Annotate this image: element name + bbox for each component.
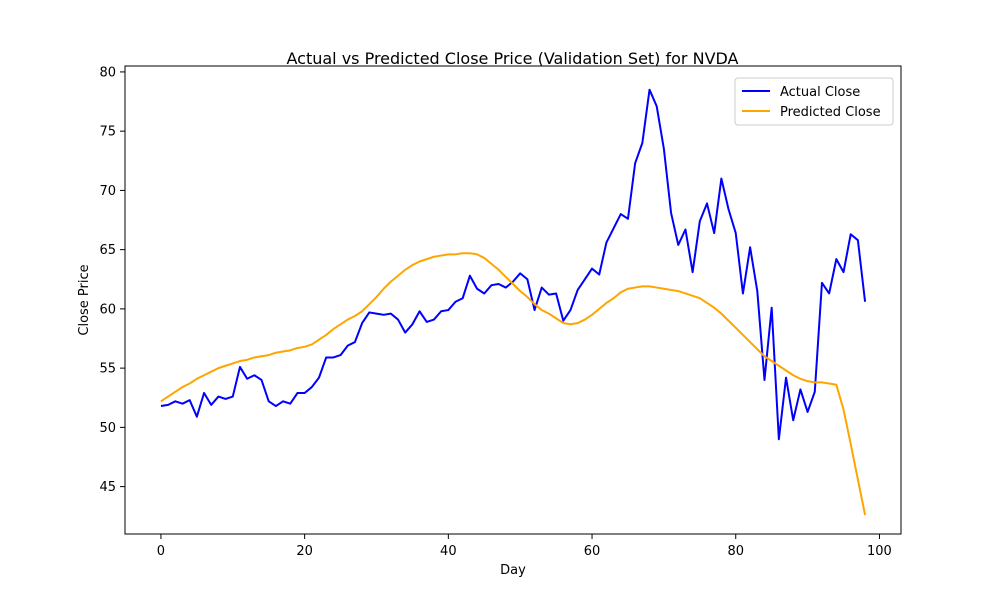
chart-title: Actual vs Predicted Close Price (Validat… <box>286 49 738 68</box>
x-axis-label: Day <box>500 563 526 578</box>
y-tick-label: 80 <box>99 65 116 80</box>
y-tick-label: 70 <box>99 184 116 199</box>
y-tick-label: 75 <box>99 125 116 140</box>
series-layer <box>160 88 867 516</box>
y-tick-label: 50 <box>99 421 116 436</box>
x-tick-label: 0 <box>157 544 165 559</box>
x-tick-label: 20 <box>296 544 313 559</box>
x-tick-label: 40 <box>440 544 457 559</box>
series-line-actual-close <box>160 88 867 441</box>
legend-label-predicted-close: Predicted Close <box>780 105 881 120</box>
y-tick-label: 55 <box>99 362 116 377</box>
y-tick-label: 45 <box>99 480 116 495</box>
series-line-predicted-close <box>160 252 867 516</box>
x-tick-label: 100 <box>867 544 892 559</box>
plot-area-frame <box>124 65 902 535</box>
y-axis: 45 50 55 60 65 70 75 80 <box>99 65 125 495</box>
legend-label-actual-close: Actual Close <box>780 85 860 100</box>
x-axis: 0 20 40 60 80 100 <box>157 534 892 559</box>
legend-box <box>734 77 894 126</box>
y-tick-label: 65 <box>99 243 116 258</box>
y-axis-label: Close Price <box>77 264 92 335</box>
legend: Actual Close Predicted Close <box>734 77 894 126</box>
y-tick-label: 60 <box>99 302 116 317</box>
x-tick-label: 60 <box>584 544 601 559</box>
x-tick-label: 80 <box>727 544 744 559</box>
